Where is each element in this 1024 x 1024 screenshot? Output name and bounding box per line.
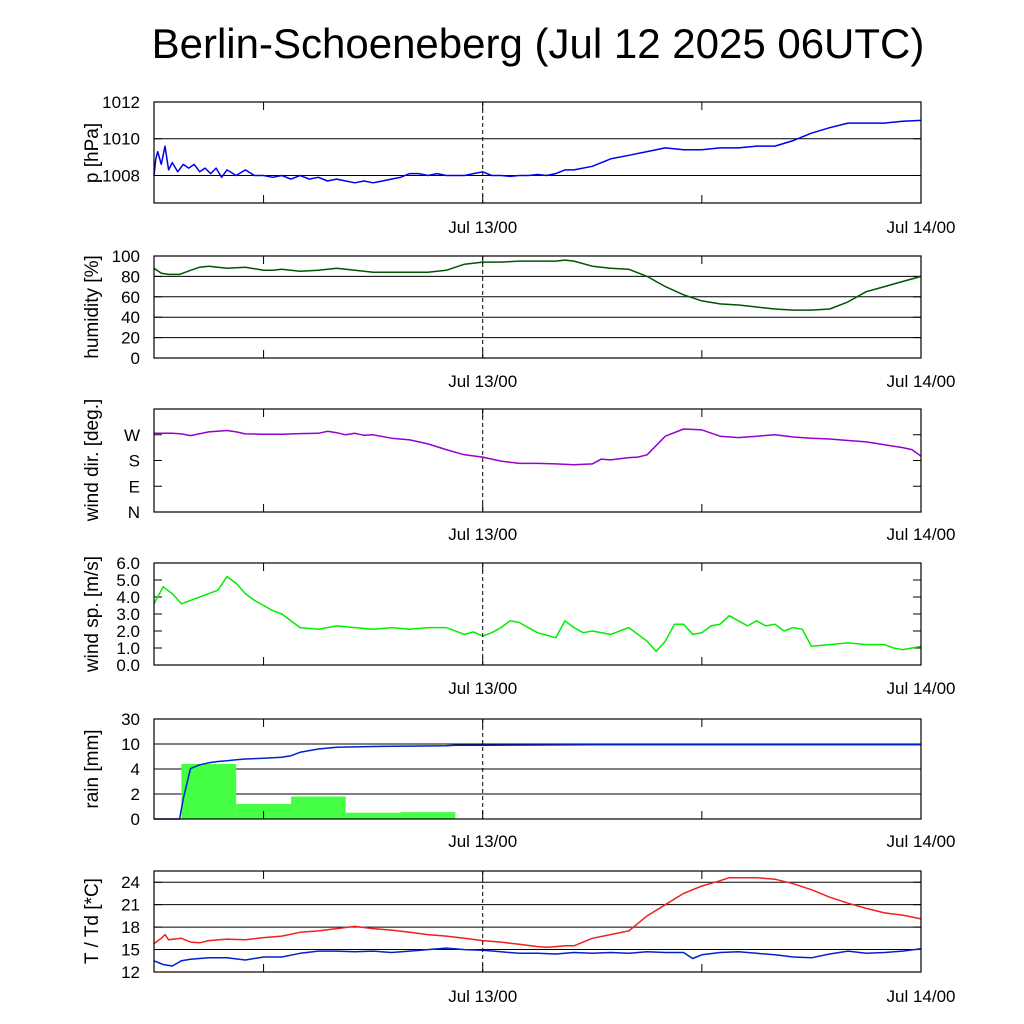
wind-speed-ytick-label: 3.0 — [116, 605, 140, 624]
wind-direction-xtick-label: Jul 13/00 — [448, 525, 517, 544]
rain-bar — [345, 812, 401, 819]
temperature-panel-frame — [153, 870, 922, 973]
humidity-xtick-label: Jul 14/00 — [887, 372, 956, 391]
pressure-axis-label: p [hPa] — [82, 123, 103, 183]
rain-ytick-label: 30 — [121, 710, 140, 729]
rain-xtick-label: Jul 14/00 — [887, 832, 956, 851]
pressure-xtick-label: Jul 14/00 — [887, 218, 956, 237]
wind-speed-panel-frame — [153, 562, 922, 666]
temperature-series-line-dewpoint — [153, 947, 922, 967]
humidity-ytick-label: 0 — [131, 349, 140, 368]
humidity-panel-frame — [153, 255, 922, 359]
wind-direction-axis-label: wind dir. [deg.] — [82, 399, 103, 523]
rain-ytick-label: 0 — [131, 810, 140, 829]
temperature-ytick-label: 24 — [121, 873, 140, 892]
temperature-ytick-label: 12 — [121, 963, 140, 982]
humidity-ytick-label: 60 — [121, 288, 140, 307]
humidity-ytick-label: 100 — [112, 247, 140, 266]
temperature-xtick-label: Jul 14/00 — [887, 987, 956, 1006]
wind-speed-axis-label: wind sp. [m/s] — [82, 556, 103, 673]
pressure-ytick-label: 1010 — [102, 130, 140, 149]
wind-speed-ytick-label: 5.0 — [116, 571, 140, 590]
rain-bar — [290, 796, 346, 819]
temperature-ytick-label: 15 — [121, 941, 140, 960]
humidity-axis-label: humidity [%] — [82, 255, 103, 358]
wind-speed-ytick-label: 6.0 — [116, 554, 140, 573]
humidity-ytick-label: 40 — [121, 308, 140, 327]
wind-speed-ytick-label: 1.0 — [116, 639, 140, 658]
temperature-ytick-label: 18 — [121, 918, 140, 937]
wind-direction-panel-frame — [153, 408, 922, 513]
wind-speed-ytick-label: 4.0 — [116, 588, 140, 607]
rain-ytick-label: 2 — [131, 785, 140, 804]
wind-speed-xtick-label: Jul 14/00 — [887, 679, 956, 698]
pressure-xtick-label: Jul 13/00 — [448, 218, 517, 237]
wind-direction-ytick-label: W — [124, 426, 140, 445]
wind-speed-series-line-wind_speed — [153, 575, 922, 653]
wind-direction-series-line-wind_dir — [154, 428, 922, 466]
temperature-xtick-label: Jul 13/00 — [448, 987, 517, 1006]
pressure-panel-frame — [153, 101, 922, 204]
rain-ytick-label: 10 — [121, 735, 140, 754]
rain-ytick-label: 4 — [131, 760, 140, 779]
humidity-ytick-label: 80 — [121, 267, 140, 286]
wind-direction-ytick-label: S — [129, 452, 140, 471]
pressure-ytick-label: 1012 — [102, 93, 140, 112]
humidity-ytick-label: 20 — [121, 329, 140, 348]
wind-direction-xtick-label: Jul 14/00 — [887, 525, 956, 544]
wind-speed-ytick-label: 0.0 — [116, 656, 140, 675]
pressure-ytick-label: 1008 — [102, 166, 140, 185]
rain-bar — [181, 764, 237, 819]
rain-axis-label: rain [mm] — [82, 729, 103, 808]
temperature-axis-label: T / Td [*C] — [82, 878, 103, 964]
temperature-series-line-temperature — [153, 876, 922, 949]
humidity-xtick-label: Jul 13/00 — [448, 372, 517, 391]
rain-xtick-label: Jul 13/00 — [448, 832, 517, 851]
rain-series-line-rain_cumulative — [154, 744, 921, 820]
rain-bar — [400, 812, 456, 819]
page-title: Berlin-Schoeneberg (Jul 12 2025 06UTC) — [151, 20, 925, 67]
temperature-ytick-label: 21 — [121, 896, 140, 915]
wind-speed-xtick-label: Jul 13/00 — [448, 679, 517, 698]
wind-speed-ytick-label: 2.0 — [116, 622, 140, 641]
wind-direction-ytick-label: E — [129, 477, 140, 496]
wind-direction-ytick-label: N — [128, 503, 140, 522]
rain-panel-frame — [153, 718, 922, 820]
humidity-series-line-humidity — [153, 259, 922, 311]
pressure-series-line-pressure — [153, 119, 922, 184]
